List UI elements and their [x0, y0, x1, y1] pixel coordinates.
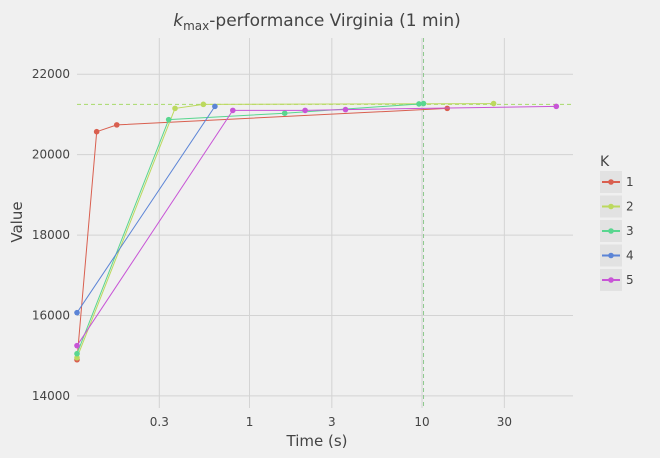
data-point	[281, 110, 288, 117]
series-line	[76, 103, 494, 358]
data-point	[490, 100, 497, 107]
data-point	[416, 101, 422, 107]
y-tick-label: 14000	[32, 389, 70, 403]
data-point	[302, 107, 308, 114]
x-tick-label: 1	[246, 415, 254, 429]
y-tick-label: 16000	[32, 309, 70, 323]
data-point	[93, 128, 100, 135]
series-3	[74, 100, 427, 357]
y-tick-label: 20000	[32, 148, 70, 162]
data-point	[553, 103, 560, 110]
legend-key-marker	[608, 228, 614, 234]
legend-key-marker	[608, 277, 614, 283]
data-point	[74, 354, 80, 361]
data-point	[342, 106, 349, 113]
x-tick-label: 30	[497, 415, 512, 429]
x-tick-label: 3	[328, 415, 336, 429]
series-2	[74, 100, 497, 361]
legend-key-marker	[608, 203, 614, 210]
data-point	[74, 342, 80, 349]
data-point	[420, 100, 427, 107]
y-tick-label: 22000	[32, 67, 70, 81]
legend-title: K	[600, 154, 610, 170]
plot-area	[77, 38, 573, 408]
x-axis-label: Time (s)	[286, 432, 348, 450]
y-axis-label: Value	[8, 201, 26, 242]
data-point	[113, 122, 120, 128]
legend: K 1 2 3 4 5	[600, 154, 634, 291]
data-point	[74, 309, 80, 316]
series-1	[74, 105, 451, 363]
data-point	[212, 103, 218, 110]
legend-entry-label: 3	[626, 224, 634, 238]
data-point	[165, 116, 172, 123]
legend-entry-label: 4	[626, 249, 634, 263]
series-line	[76, 106, 216, 313]
series-line	[76, 107, 448, 360]
data-point	[200, 101, 207, 108]
x-tick-labels: 0.3 1 3 10 30	[150, 415, 512, 429]
grid	[77, 38, 573, 408]
data-point	[229, 107, 236, 114]
series-layer	[74, 100, 560, 363]
x-tick-label: 0.3	[150, 415, 169, 429]
data-point	[74, 350, 80, 357]
x-tick-label: 10	[414, 415, 429, 429]
series-4	[74, 103, 218, 316]
legend-key-marker	[608, 179, 614, 185]
legend-entry-label: 5	[626, 273, 634, 287]
y-tick-labels: 14000 16000 18000 20000 22000	[32, 67, 70, 403]
legend-key-marker	[608, 252, 614, 259]
y-tick-label: 18000	[32, 228, 70, 242]
legend-entry-label: 2	[626, 200, 634, 214]
data-point	[172, 105, 178, 112]
series-5	[74, 103, 560, 349]
legend-entry-label: 1	[626, 175, 634, 189]
chart-title: kmax-performance Virginia (1 min)	[173, 11, 460, 33]
